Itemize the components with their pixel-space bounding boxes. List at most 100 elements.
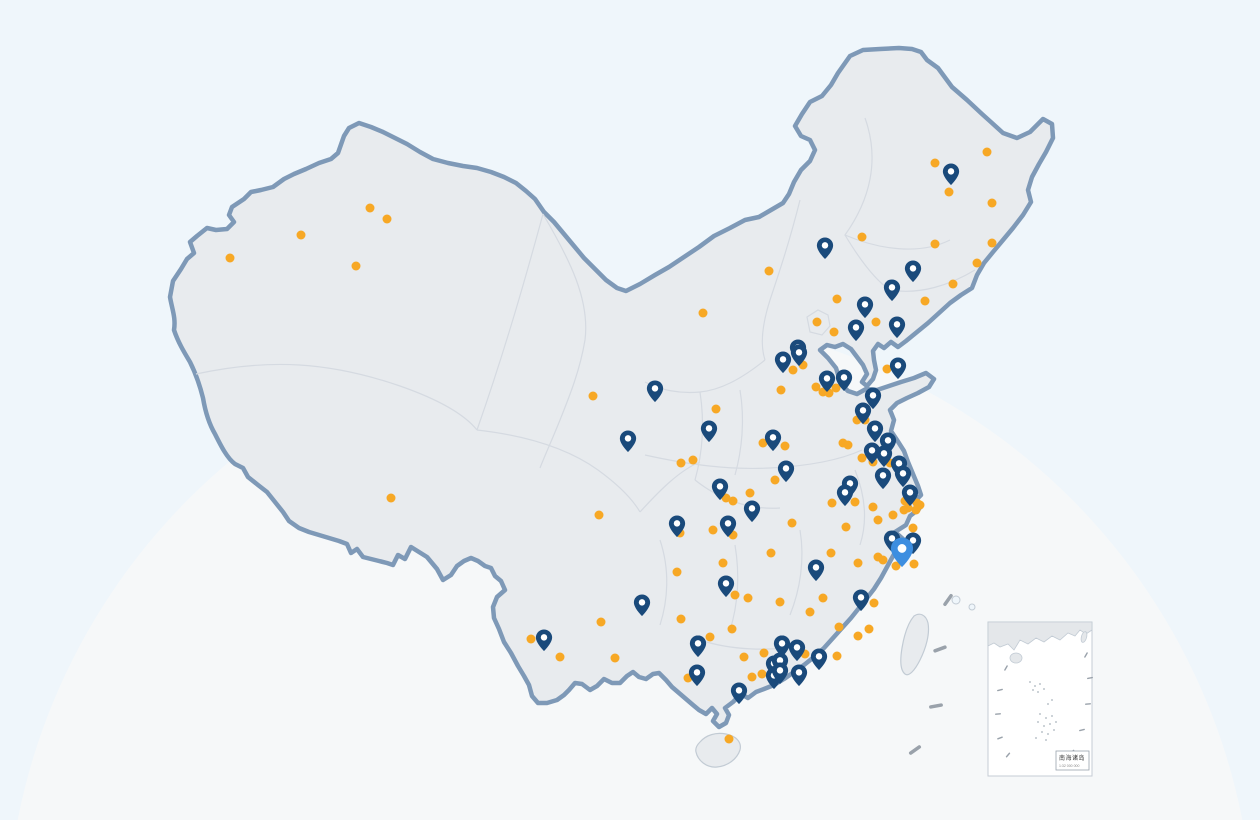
city-dot[interactable] <box>869 598 879 608</box>
city-dot[interactable] <box>676 458 686 468</box>
city-dot[interactable] <box>698 308 708 318</box>
city-dot[interactable] <box>843 440 853 450</box>
city-dot[interactable] <box>841 522 851 532</box>
city-dot[interactable] <box>555 652 565 662</box>
city-dot[interactable] <box>868 502 878 512</box>
city-dot[interactable] <box>871 317 881 327</box>
city-dot[interactable] <box>834 622 844 632</box>
dash-segment <box>1004 665 1008 671</box>
city-dot[interactable] <box>987 198 997 208</box>
city-dot[interactable] <box>972 258 982 268</box>
small-island <box>951 595 961 605</box>
city-dot[interactable] <box>882 364 892 374</box>
city-dot[interactable] <box>857 453 867 463</box>
inset-islet <box>1034 685 1036 687</box>
city-dot[interactable] <box>853 631 863 641</box>
city-dot[interactable] <box>888 510 898 520</box>
city-dot[interactable] <box>780 441 790 451</box>
inset-islet <box>1041 731 1043 733</box>
city-dot[interactable] <box>764 266 774 276</box>
inset-islet <box>1053 729 1055 731</box>
city-dot[interactable] <box>853 558 863 568</box>
city-dot[interactable] <box>850 497 860 507</box>
city-dot[interactable] <box>831 383 841 393</box>
city-dot[interactable] <box>930 158 940 168</box>
inset-islet <box>1051 715 1053 717</box>
city-dot[interactable] <box>688 455 698 465</box>
city-dot[interactable] <box>818 593 828 603</box>
city-dot[interactable] <box>705 632 715 642</box>
city-dot[interactable] <box>812 317 822 327</box>
city-dot[interactable] <box>908 523 918 533</box>
city-dot[interactable] <box>766 548 776 558</box>
inset-islet <box>1047 733 1049 735</box>
city-dot[interactable] <box>739 652 749 662</box>
dash-segment <box>997 736 1003 740</box>
city-dot[interactable] <box>770 475 780 485</box>
city-dot[interactable] <box>727 624 737 634</box>
city-dot[interactable] <box>351 261 361 271</box>
city-dot[interactable] <box>915 500 925 510</box>
city-dot[interactable] <box>610 653 620 663</box>
city-dot[interactable] <box>296 230 306 240</box>
inset-islet <box>1043 725 1045 727</box>
city-dot[interactable] <box>787 518 797 528</box>
dash-segment <box>943 593 953 607</box>
city-dot[interactable] <box>775 597 785 607</box>
city-dot[interactable] <box>826 548 836 558</box>
city-dot[interactable] <box>827 498 837 508</box>
city-dot[interactable] <box>758 438 768 448</box>
city-dot[interactable] <box>944 187 954 197</box>
inset-frame <box>987 621 1093 777</box>
city-dot[interactable] <box>743 593 753 603</box>
city-dot[interactable] <box>899 505 909 515</box>
city-dot[interactable] <box>987 238 997 248</box>
city-dot[interactable] <box>596 617 606 627</box>
city-dot[interactable] <box>676 614 686 624</box>
city-dot[interactable] <box>711 404 721 414</box>
city-dot[interactable] <box>829 327 839 337</box>
city-dot[interactable] <box>728 496 738 506</box>
city-dot[interactable] <box>759 648 769 658</box>
city-dot[interactable] <box>718 558 728 568</box>
city-dot[interactable] <box>382 214 392 224</box>
city-dot[interactable] <box>891 561 901 571</box>
dash-segment <box>995 713 1001 715</box>
city-dot[interactable] <box>832 294 842 304</box>
city-dot[interactable] <box>920 296 930 306</box>
city-dot[interactable] <box>776 385 786 395</box>
city-dot[interactable] <box>805 607 815 617</box>
city-dot[interactable] <box>982 147 992 157</box>
city-dot[interactable] <box>930 239 940 249</box>
city-dot[interactable] <box>873 552 883 562</box>
city-dot[interactable] <box>909 559 919 569</box>
city-dot[interactable] <box>730 590 740 600</box>
inset-islet <box>1045 739 1047 741</box>
inset-islet <box>1035 737 1037 739</box>
city-dot[interactable] <box>225 253 235 263</box>
city-dot[interactable] <box>948 279 958 289</box>
dash-segment <box>908 745 922 755</box>
city-dot[interactable] <box>708 525 718 535</box>
city-dot[interactable] <box>365 203 375 213</box>
city-dot[interactable] <box>594 510 604 520</box>
city-dot[interactable] <box>811 382 821 392</box>
city-dot[interactable] <box>857 232 867 242</box>
city-dot[interactable] <box>864 624 874 634</box>
city-dot[interactable] <box>724 734 734 744</box>
city-dot[interactable] <box>526 634 536 644</box>
city-dot[interactable] <box>832 651 842 661</box>
city-dot[interactable] <box>672 567 682 577</box>
city-dot[interactable] <box>386 493 396 503</box>
city-dot[interactable] <box>745 488 755 498</box>
city-dot[interactable] <box>588 391 598 401</box>
city-dot[interactable] <box>873 515 883 525</box>
inset-islet <box>1051 699 1053 701</box>
inset-label: 南海诸岛 <box>1059 754 1085 762</box>
inset-islet <box>1037 721 1039 723</box>
city-dot[interactable] <box>757 669 767 679</box>
city-dot[interactable] <box>788 365 798 375</box>
city-dot[interactable] <box>747 672 757 682</box>
